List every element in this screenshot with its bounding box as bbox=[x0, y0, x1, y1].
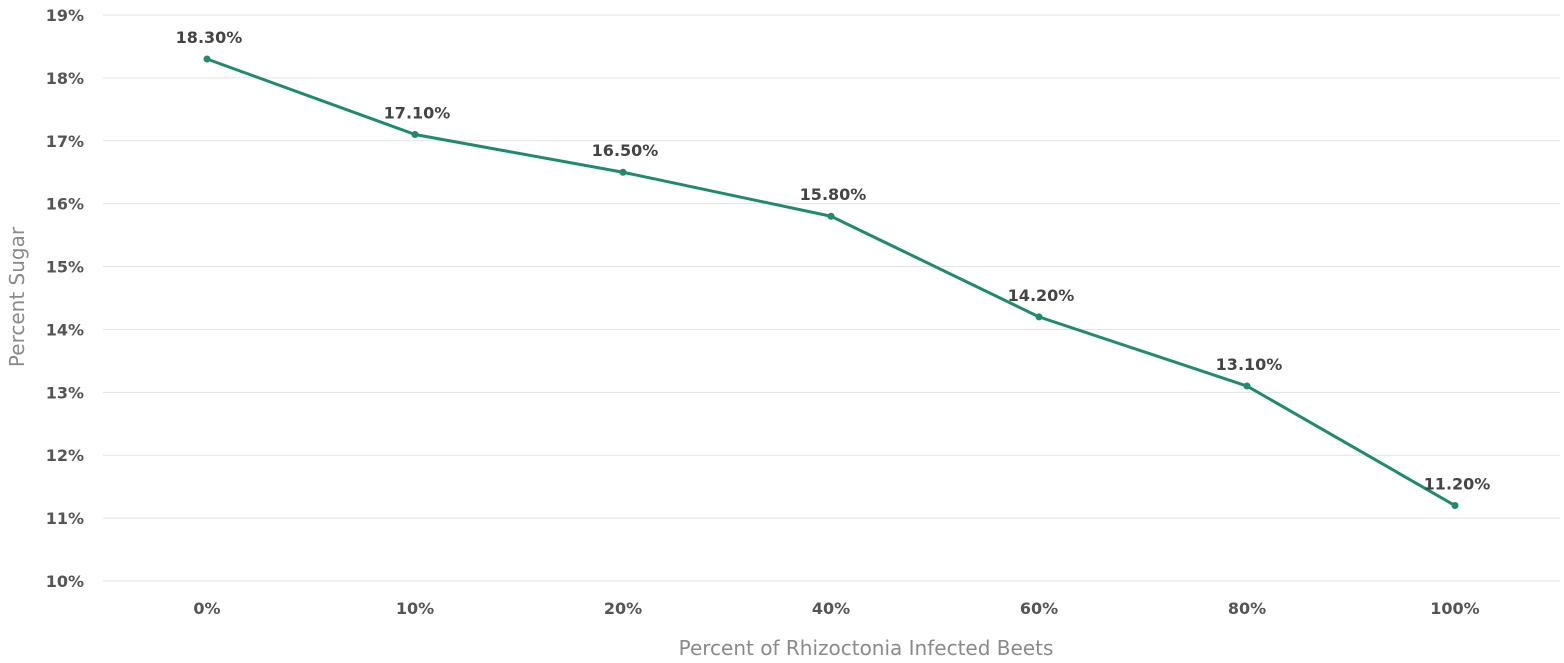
x-tick-label: 0% bbox=[193, 599, 220, 618]
data-point bbox=[1035, 313, 1043, 321]
x-tick-label: 20% bbox=[604, 599, 642, 618]
y-tick-label: 15% bbox=[46, 258, 84, 277]
x-tick-label: 100% bbox=[1430, 599, 1479, 618]
data-labels: 18.30% 17.10% 16.50% 15.80% 14.20% 13.10% 11.2… bbox=[176, 28, 1491, 494]
y-tick-label: 17% bbox=[46, 132, 84, 151]
data-point bbox=[827, 212, 835, 220]
data-label: 17.10% bbox=[384, 103, 451, 122]
data-label: 15.80% bbox=[800, 185, 867, 204]
data-point bbox=[1243, 382, 1251, 390]
data-label: 16.50% bbox=[592, 141, 659, 160]
data-point bbox=[203, 55, 211, 63]
y-tick-label: 12% bbox=[46, 446, 84, 465]
series-line bbox=[206, 57, 1456, 507]
data-label: 18.30% bbox=[176, 28, 243, 47]
y-tick-label: 18% bbox=[46, 69, 84, 88]
data-point bbox=[619, 168, 627, 176]
gridlines bbox=[103, 14, 1560, 582]
x-tick-label: 80% bbox=[1228, 599, 1266, 618]
y-axis-title: Percent Sugar bbox=[5, 226, 29, 367]
x-axis-title: Percent of Rhizoctonia Infected Beets bbox=[679, 636, 1054, 660]
x-axis-ticks: 0% 10% 20% 40% 60% 80% 100% bbox=[193, 599, 1479, 618]
series-layer bbox=[203, 55, 1459, 510]
y-tick-label: 11% bbox=[46, 509, 84, 528]
y-tick-label: 19% bbox=[46, 6, 84, 25]
y-axis-ticks: 10% 11% 12% 13% 14% 15% 16% 17% 18% 19% bbox=[46, 6, 84, 591]
data-label: 14.20% bbox=[1008, 286, 1075, 305]
y-tick-label: 16% bbox=[46, 195, 84, 214]
x-tick-label: 10% bbox=[396, 599, 434, 618]
y-tick-label: 10% bbox=[46, 572, 84, 591]
x-tick-label: 40% bbox=[812, 599, 850, 618]
y-tick-label: 14% bbox=[46, 320, 84, 339]
y-tick-label: 13% bbox=[46, 383, 84, 402]
data-label: 13.10% bbox=[1216, 355, 1283, 374]
x-tick-label: 60% bbox=[1020, 599, 1058, 618]
data-label: 11.20% bbox=[1424, 475, 1491, 494]
data-point bbox=[1451, 502, 1459, 510]
data-point bbox=[411, 130, 419, 138]
